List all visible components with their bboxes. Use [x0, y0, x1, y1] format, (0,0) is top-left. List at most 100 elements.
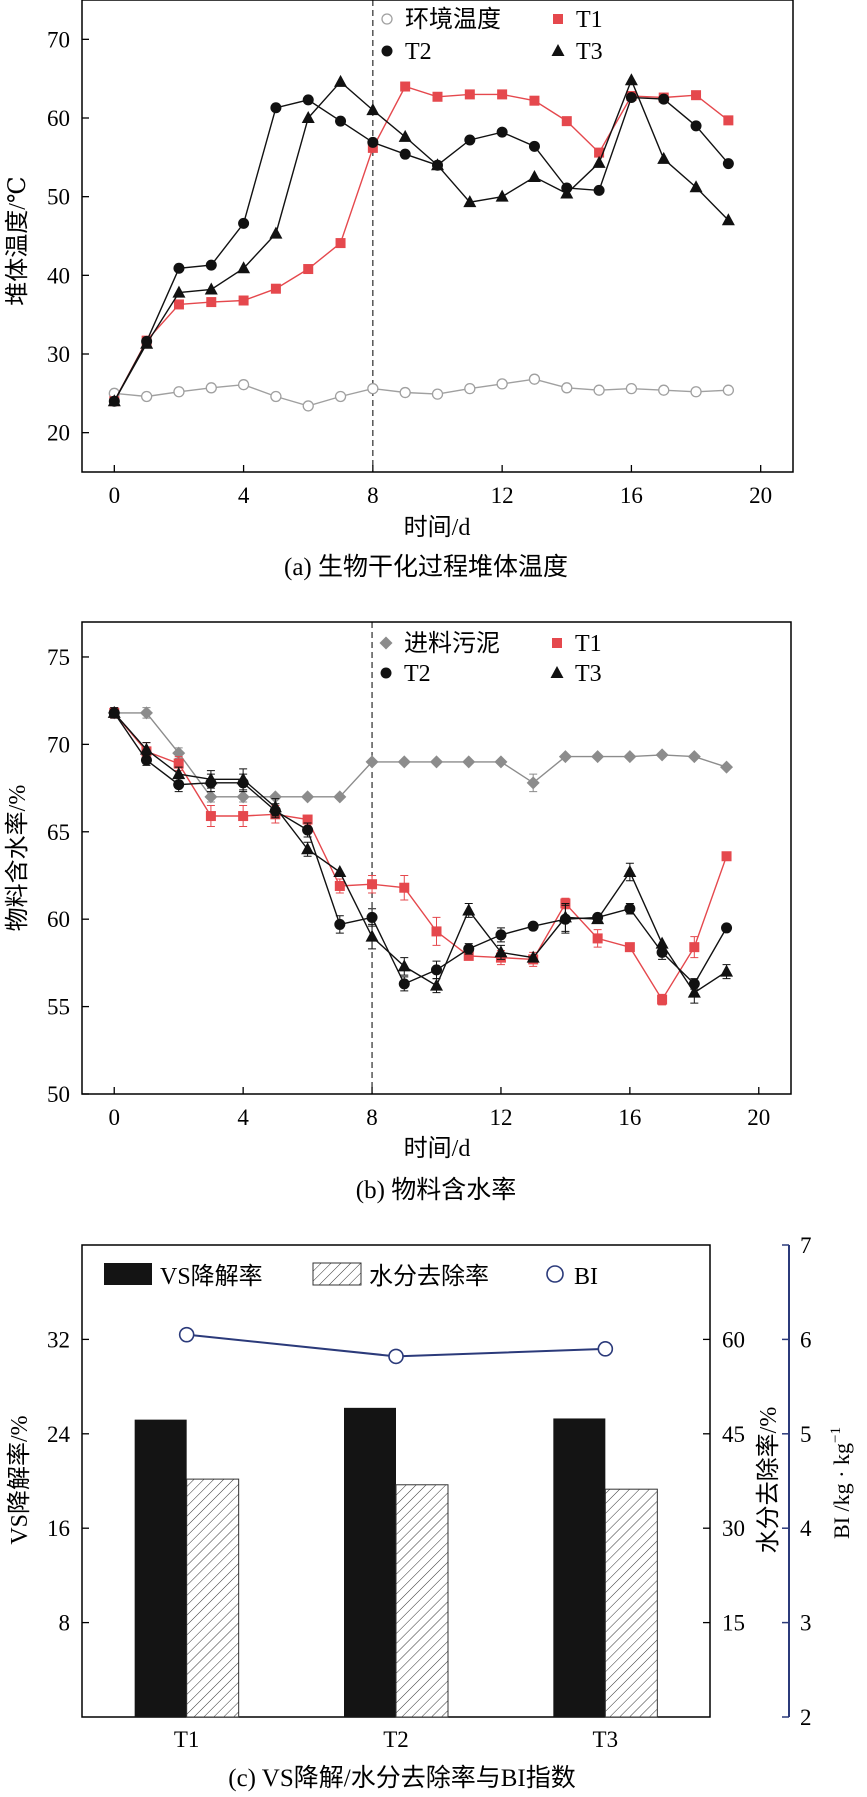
data-point [721, 213, 735, 226]
data-point [173, 262, 185, 274]
data-point [494, 755, 508, 769]
data-point [720, 760, 734, 774]
x-tick-label: 4 [237, 1105, 249, 1130]
data-point [140, 754, 152, 766]
legend-label: T2 [405, 39, 432, 65]
data-point [690, 120, 702, 132]
series-group [134, 1326, 658, 1718]
data-point [431, 926, 442, 937]
data-point [657, 994, 668, 1005]
legend-marker [312, 1262, 362, 1286]
data-point [269, 226, 283, 239]
data-point [689, 180, 703, 193]
series-line [113, 85, 729, 402]
data-point [463, 950, 474, 961]
x-tick-label: 20 [747, 1105, 770, 1130]
data-point [173, 779, 185, 791]
data-point [689, 942, 700, 953]
legend-marker [553, 14, 563, 24]
data-point [238, 811, 249, 822]
y-tick-label: 65 [47, 820, 70, 845]
legend-marker [379, 636, 393, 650]
bi-axis-tick-label: 4 [800, 1516, 812, 1541]
y-axis-label-left: VS降解率/% [6, 1415, 33, 1544]
data-point [430, 755, 443, 769]
data-point [367, 142, 378, 153]
data-point [624, 73, 638, 86]
data-point [690, 386, 702, 398]
data-point [367, 879, 378, 890]
data-point [367, 136, 379, 148]
data-point [526, 776, 540, 790]
data-point [205, 382, 217, 394]
bi-axis-tick-label: 7 [800, 1233, 812, 1258]
data-point [172, 767, 186, 780]
series-line [113, 712, 727, 994]
x-tick-label: T1 [174, 1727, 200, 1752]
x-tick-label: T3 [593, 1727, 619, 1752]
legend-label: BI [574, 1264, 598, 1290]
data-point [397, 755, 411, 769]
data-point [656, 946, 668, 958]
data-point [691, 90, 702, 101]
x-tick-label: 20 [749, 483, 772, 508]
data-point [527, 920, 539, 932]
data-point [463, 195, 477, 208]
y-tick-label: 70 [47, 732, 70, 757]
data-point [173, 386, 185, 398]
data-point [270, 283, 281, 294]
data-point [204, 772, 218, 785]
data-point [655, 748, 669, 762]
chart-caption: (c) VS降解/水分去除率与BI指数 [228, 1764, 575, 1792]
x-tick-label: 12 [489, 1105, 512, 1130]
data-point [657, 151, 671, 164]
y-tick-label: 40 [47, 263, 70, 288]
x-tick-label: 8 [367, 483, 379, 508]
series-进料污泥 [107, 706, 734, 804]
data-point [398, 129, 412, 142]
bi-point [597, 1341, 614, 1357]
series-group [107, 73, 735, 412]
data-point [591, 750, 605, 764]
bar-water-removal [395, 1484, 449, 1718]
data-point [687, 985, 701, 998]
data-point [592, 933, 603, 944]
legend-label: 进料污泥 [404, 630, 500, 657]
data-point [593, 184, 605, 196]
data-point [624, 903, 636, 915]
data-point [268, 790, 282, 804]
bar-vs-degradation [553, 1418, 606, 1717]
data-point [301, 842, 315, 855]
data-point [236, 790, 250, 804]
y-tick-label: 60 [47, 907, 70, 932]
data-point [365, 755, 379, 769]
legend: VS降解率 水分去除率 BI [104, 1262, 598, 1290]
y-tick-label: 75 [47, 645, 70, 670]
data-point [205, 259, 217, 271]
data-point [527, 170, 541, 182]
y-axis-label-right-inner: 水分去除率/% [755, 1407, 782, 1554]
data-point [462, 755, 476, 769]
legend: 进料污泥 T1 T2 T3 [379, 630, 602, 687]
plot-frame [81, 621, 792, 1095]
y-left-tick-label: 24 [47, 1422, 71, 1447]
legend-marker [104, 1263, 152, 1285]
y-right-tick-label: 60 [722, 1327, 745, 1352]
data-point [204, 790, 218, 804]
data-point [464, 134, 476, 146]
legend-label: T3 [575, 661, 602, 687]
data-point [303, 264, 314, 275]
y-left-tick-label: 8 [59, 1611, 71, 1636]
data-point [496, 378, 508, 390]
y-axis-label: 堆体温度/℃ [4, 176, 31, 306]
y-tick-label: 50 [47, 185, 70, 210]
data-point [431, 388, 444, 400]
data-point [594, 147, 605, 158]
y-right-tick-label: 30 [722, 1516, 745, 1541]
data-point [625, 382, 638, 395]
data-point [270, 102, 282, 114]
data-point [721, 851, 732, 862]
x-tick-label: 4 [238, 483, 250, 508]
y-left-tick-label: 16 [47, 1516, 70, 1541]
